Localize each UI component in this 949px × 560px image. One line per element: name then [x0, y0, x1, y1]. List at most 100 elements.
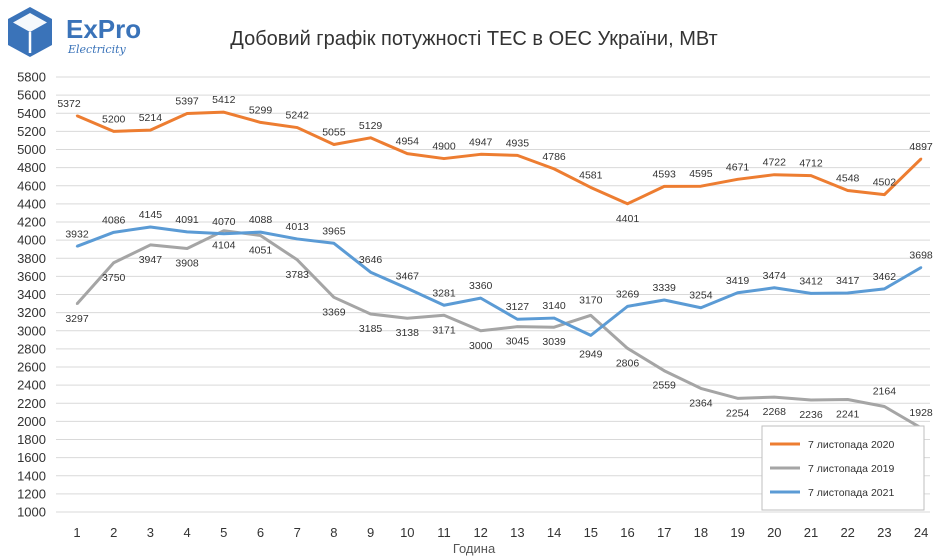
- data-label: 3170: [579, 294, 603, 306]
- y-axis: 1000 1200 1400 1600 1800 2000 2200 2400 2600 2800…: [17, 70, 46, 520]
- y-tick-label: 4400: [17, 196, 46, 211]
- data-label: 2241: [836, 409, 860, 421]
- y-tick-label: 3400: [17, 287, 46, 302]
- x-tick-label: 11: [437, 525, 451, 540]
- data-point: [883, 405, 886, 408]
- data-label: 3360: [469, 280, 493, 292]
- data-label: 2806: [616, 357, 640, 369]
- x-tick-label: 8: [330, 525, 337, 540]
- x-tick-label: 21: [804, 525, 818, 540]
- series-line: [76, 225, 922, 337]
- data-point: [552, 326, 556, 329]
- data-point: [406, 152, 409, 155]
- x-tick-label: 4: [183, 525, 190, 540]
- data-label: 3932: [65, 228, 89, 240]
- data-label: 3646: [359, 254, 383, 266]
- data-label: 3467: [396, 270, 420, 282]
- data-point: [222, 110, 225, 114]
- data-point: [846, 398, 849, 401]
- data-point: [552, 316, 556, 320]
- data-label: 3339: [653, 282, 677, 294]
- data-label: 2559: [653, 380, 677, 392]
- data-point: [516, 318, 519, 321]
- y-tick-label: 5200: [17, 124, 46, 139]
- data-point: [919, 157, 923, 161]
- y-tick-label: 2600: [17, 360, 46, 375]
- data-point: [222, 229, 225, 232]
- data-label: 3140: [542, 300, 566, 312]
- data-label: 3417: [836, 275, 860, 287]
- data-label: 2949: [579, 348, 603, 360]
- data-point: [149, 243, 152, 247]
- y-tick-label: 2800: [17, 341, 46, 356]
- data-point: [185, 247, 189, 250]
- data-label: 2254: [726, 407, 750, 419]
- y-tick-label: 1800: [17, 432, 46, 447]
- data-point: [736, 178, 739, 181]
- x-tick-label: 22: [840, 525, 854, 540]
- y-tick-label: 4200: [17, 215, 46, 230]
- data-point: [75, 114, 79, 117]
- chart-legend: 7 листопада 2020 7 листопада 2019 7 листоп…: [761, 425, 925, 511]
- y-tick-label: 1200: [17, 486, 46, 501]
- data-label: 4786: [542, 151, 566, 163]
- data-label: 5129: [359, 120, 383, 132]
- data-label: 4013: [286, 221, 310, 233]
- data-point: [75, 245, 79, 248]
- data-point: [406, 287, 409, 290]
- data-label: 4897: [909, 141, 933, 153]
- data-point: [736, 291, 739, 294]
- y-tick-label: 5800: [17, 70, 46, 85]
- data-label: 4593: [653, 168, 677, 180]
- data-label: 3419: [726, 275, 750, 287]
- data-label: 4070: [212, 216, 236, 228]
- data-label: 4595: [689, 168, 713, 180]
- data-point: [589, 186, 592, 189]
- y-tick-label: 3800: [17, 251, 46, 266]
- x-tick-label: 14: [547, 525, 561, 540]
- data-label: 3138: [396, 327, 420, 339]
- data-point: [699, 185, 703, 188]
- data-point: [112, 261, 115, 264]
- data-point: [663, 185, 666, 188]
- x-tick-label: 15: [584, 525, 598, 540]
- data-label: 3297: [65, 313, 89, 325]
- data-point: [809, 174, 813, 177]
- data-point: [442, 157, 446, 160]
- data-label: 3783: [286, 269, 310, 281]
- data-label: 2236: [799, 409, 823, 421]
- data-point: [479, 329, 482, 332]
- data-point: [589, 314, 592, 317]
- data-label: 4712: [799, 158, 823, 170]
- y-tick-label: 3200: [17, 305, 46, 320]
- x-tick-label: 19: [730, 525, 744, 540]
- y-tick-label: 3000: [17, 323, 46, 338]
- data-point: [773, 286, 776, 289]
- data-point: [809, 292, 813, 295]
- data-label: 5397: [175, 96, 199, 108]
- data-label: 4581: [579, 169, 603, 181]
- data-point: [222, 232, 225, 235]
- data-point: [112, 231, 115, 234]
- x-tick-label: 16: [620, 525, 634, 540]
- data-label: 3269: [616, 288, 640, 300]
- data-label: 5412: [212, 94, 236, 106]
- data-label: 3462: [873, 271, 897, 283]
- data-point: [919, 266, 923, 269]
- data-label: 4091: [175, 214, 199, 226]
- data-point: [185, 112, 189, 115]
- data-label: 5299: [249, 104, 273, 116]
- y-tick-label: 5000: [17, 142, 46, 157]
- x-tick-label: 24: [914, 525, 928, 540]
- data-point: [259, 121, 262, 124]
- data-point: [296, 126, 299, 129]
- data-point: [332, 296, 336, 299]
- data-label: 2164: [873, 386, 897, 398]
- expro-logo: ExPro Electricity: [8, 7, 141, 57]
- x-tick-label: 1: [73, 525, 80, 540]
- data-point: [149, 128, 152, 132]
- data-label: 4502: [873, 177, 897, 189]
- data-label: 3698: [909, 249, 933, 261]
- brand-name: ExPro: [66, 14, 141, 44]
- data-point: [699, 387, 703, 390]
